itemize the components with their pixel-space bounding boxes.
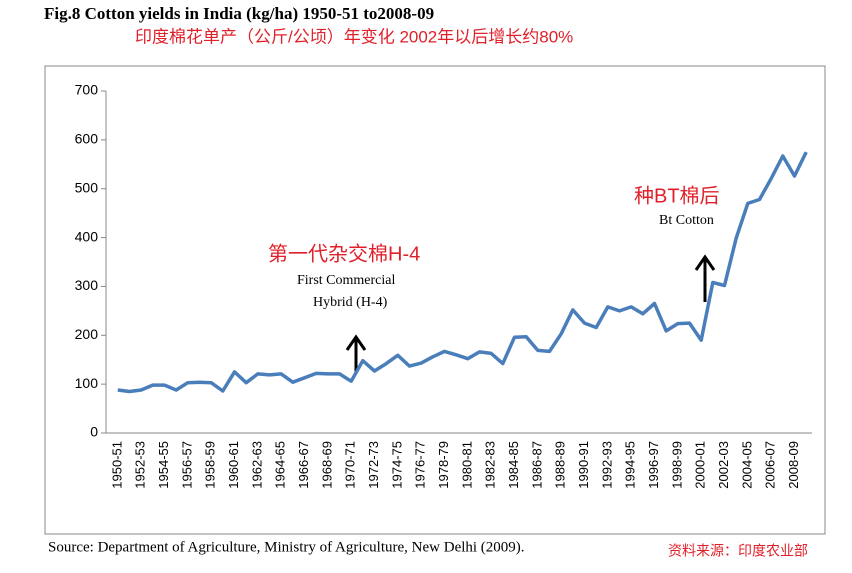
- annotation: Bt Cotton: [659, 213, 714, 228]
- source-cn: 资料来源：印度农业部: [668, 543, 808, 559]
- x-tick-label: 1956-57: [179, 441, 194, 489]
- x-tick-label: 2000-01: [693, 441, 708, 489]
- x-tick-label: 1982-83: [483, 441, 498, 489]
- x-tick-label: 1952-53: [133, 441, 148, 489]
- y-tick-label: 300: [75, 277, 99, 293]
- x-tick-label: 1962-63: [249, 441, 264, 489]
- line-series: [117, 151, 808, 394]
- y-tick-label: 600: [75, 131, 99, 147]
- y-tick-label: 500: [75, 179, 99, 195]
- x-tick-label: 1970-71: [343, 441, 358, 489]
- x-tick-label: 1986-87: [529, 441, 544, 489]
- x-tick-label: 1998-99: [669, 441, 684, 489]
- x-tick-label: 1994-95: [623, 441, 638, 489]
- x-tick-label: 2002-03: [716, 441, 731, 489]
- x-tick-label: 2006-07: [763, 441, 778, 489]
- x-tick-label: 1978-79: [436, 441, 451, 489]
- annotation: 第一代杂交棉H-4: [268, 242, 420, 265]
- x-tick-label: 2008-09: [786, 441, 801, 489]
- chart-title: Fig.8 Cotton yields in India (kg/ha) 195…: [44, 4, 434, 23]
- chart-subtitle: 印度棉花单产（公斤/公顷）年变化 2002年以后增长约80%: [135, 27, 573, 46]
- x-tick-label: 1958-59: [203, 441, 218, 489]
- x-tick-label: 1954-55: [156, 441, 171, 489]
- annotation: 种BT棉后: [634, 184, 720, 207]
- x-tick-label: 1976-77: [413, 441, 428, 489]
- y-tick-label: 0: [90, 424, 98, 440]
- x-tick-label: 1972-73: [366, 441, 381, 489]
- y-tick-label: 700: [75, 82, 99, 98]
- y-tick-label: 400: [75, 228, 99, 244]
- x-tick-label: 1960-61: [226, 441, 241, 489]
- x-tick-label: 1966-67: [296, 441, 311, 489]
- y-tick-label: 100: [75, 375, 99, 391]
- source: Source: Department of Agriculture, Minis…: [48, 539, 525, 555]
- x-tick-label: 1996-97: [646, 441, 661, 489]
- y-tick-label: 200: [75, 326, 99, 342]
- x-tick-label: 1968-69: [319, 441, 334, 489]
- x-tick-label: 1992-93: [599, 441, 614, 489]
- x-tick-label: 1980-81: [459, 441, 474, 489]
- x-tick-label: 1988-89: [553, 441, 568, 489]
- annotation: Hybrid (H-4): [313, 295, 388, 310]
- x-tick-label: 1984-85: [506, 441, 521, 489]
- arrow-head: [345, 334, 367, 351]
- x-tick-label: 1990-91: [576, 441, 591, 489]
- annotation: First Commercial: [297, 273, 395, 288]
- x-tick-label: 1950-51: [109, 441, 124, 489]
- chart-frame: [44, 65, 826, 535]
- x-tick-label: 1964-65: [273, 441, 288, 489]
- arrow-head: [694, 254, 716, 271]
- x-tick-label: 2004-05: [739, 441, 754, 489]
- x-tick-label: 1974-75: [389, 441, 404, 489]
